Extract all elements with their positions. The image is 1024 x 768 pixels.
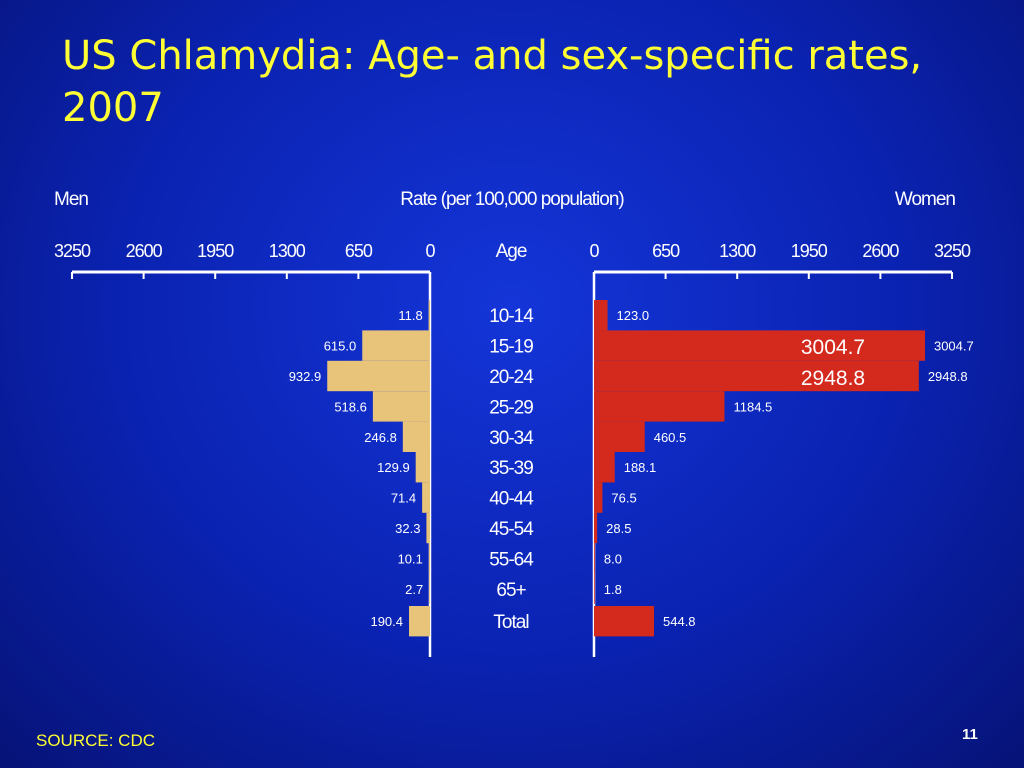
women-tick-label: 3250 (934, 241, 971, 261)
women-value-label: 1184.5 (733, 399, 772, 414)
women-value-label: 2948.8 (928, 369, 968, 384)
women-bar (594, 421, 645, 452)
men-bar (426, 512, 430, 544)
men-value-label: 32.3 (395, 521, 420, 536)
men-value-label: 2.7 (405, 582, 423, 597)
women-bar (594, 391, 725, 422)
page-number: 11 (962, 726, 978, 743)
age-category-label: 20-24 (489, 367, 534, 388)
highlight-box (792, 333, 874, 359)
men-label: Men (54, 189, 88, 210)
men-tick-label: 3250 (54, 241, 91, 261)
men-bar (372, 391, 430, 422)
men-value-label: 10.1 (398, 551, 423, 566)
men-tick-label: 1300 (269, 241, 306, 261)
men-value-label: 11.8 (398, 308, 422, 323)
women-bar (594, 330, 925, 361)
source-note: SOURCE: CDC (36, 731, 156, 750)
women-bar (594, 573, 595, 604)
women-value-label: 1.8 (604, 582, 622, 597)
men-bar (415, 452, 430, 483)
men-bar (362, 330, 430, 361)
men-bar (327, 360, 430, 392)
women-value-label: 76.5 (611, 491, 636, 506)
age-category-label: 45-54 (489, 519, 534, 540)
men-bar (428, 300, 430, 331)
women-tick-label: 0 (589, 241, 599, 261)
age-category-label: 30-34 (489, 428, 534, 449)
slide-title: US Chlamydia: Age- and sex-specific rate… (62, 33, 923, 131)
men-tick-label: 2600 (126, 241, 163, 261)
age-category-label: 55-64 (489, 549, 534, 570)
women-bar (594, 543, 595, 574)
men-tick-label: 0 (425, 241, 435, 261)
age-category-label: Total (493, 612, 528, 633)
men-bar (429, 573, 430, 604)
women-tick-label: 1300 (719, 241, 756, 261)
men-value-label: 190.4 (370, 614, 403, 629)
women-bar (594, 606, 655, 637)
bars: 11.8 123.0 615.0 3004.7 932.9 2948.8 518.6 1184… (289, 300, 974, 637)
men-axis: 0 650 1300 1950 2600 3250 (54, 241, 436, 657)
highlight-value: 3004.7 (801, 336, 865, 359)
women-bar (594, 300, 608, 331)
men-bar (409, 606, 430, 637)
age-header: Age (496, 241, 527, 262)
women-axis: 0 650 1300 1950 2600 3250 (589, 241, 972, 657)
women-value-label: 123.0 (617, 308, 650, 323)
men-value-label: 246.8 (364, 430, 397, 445)
age-category-label: 10-14 (489, 306, 534, 327)
men-bar (402, 421, 430, 452)
men-tick-label: 650 (345, 241, 373, 261)
axis-title: Rate (per 100,000 population) (400, 189, 624, 210)
men-value-label: 71.4 (391, 491, 416, 506)
age-category-label: 40-44 (489, 489, 534, 510)
age-categories: 10-14 15-19 20-24 25-29 30-34 35-39 40-44 45-54… (489, 306, 535, 633)
age-category-label: 15-19 (489, 337, 533, 358)
age-category-label: 65+ (496, 580, 526, 601)
men-bar (422, 482, 430, 513)
women-tick-label: 1950 (791, 241, 828, 261)
women-value-label: 28.5 (606, 521, 631, 536)
age-category-label: 35-39 (489, 458, 533, 479)
highlight-annotations: 3004.7 2948.8 (792, 333, 874, 390)
women-bar (594, 482, 603, 513)
age-category-label: 25-29 (489, 397, 533, 418)
women-value-label: 188.1 (624, 460, 657, 475)
women-bar (594, 452, 615, 483)
women-bar (594, 512, 598, 544)
women-value-label: 8.0 (604, 551, 622, 566)
men-value-label: 129.9 (377, 460, 410, 475)
highlight-value: 2948.8 (801, 367, 865, 390)
men-bar (428, 543, 430, 574)
women-value-label: 3004.7 (934, 339, 974, 354)
women-label: Women (895, 189, 956, 210)
men-value-label: 932.9 (289, 369, 322, 384)
women-tick-label: 2600 (862, 241, 899, 261)
women-tick-label: 650 (652, 241, 680, 261)
women-value-label: 460.5 (654, 430, 687, 445)
highlight-box (792, 364, 874, 390)
men-tick-label: 1950 (197, 241, 234, 261)
men-value-label: 518.6 (334, 399, 367, 414)
women-value-label: 544.8 (663, 614, 696, 629)
men-value-label: 615.0 (324, 339, 357, 354)
